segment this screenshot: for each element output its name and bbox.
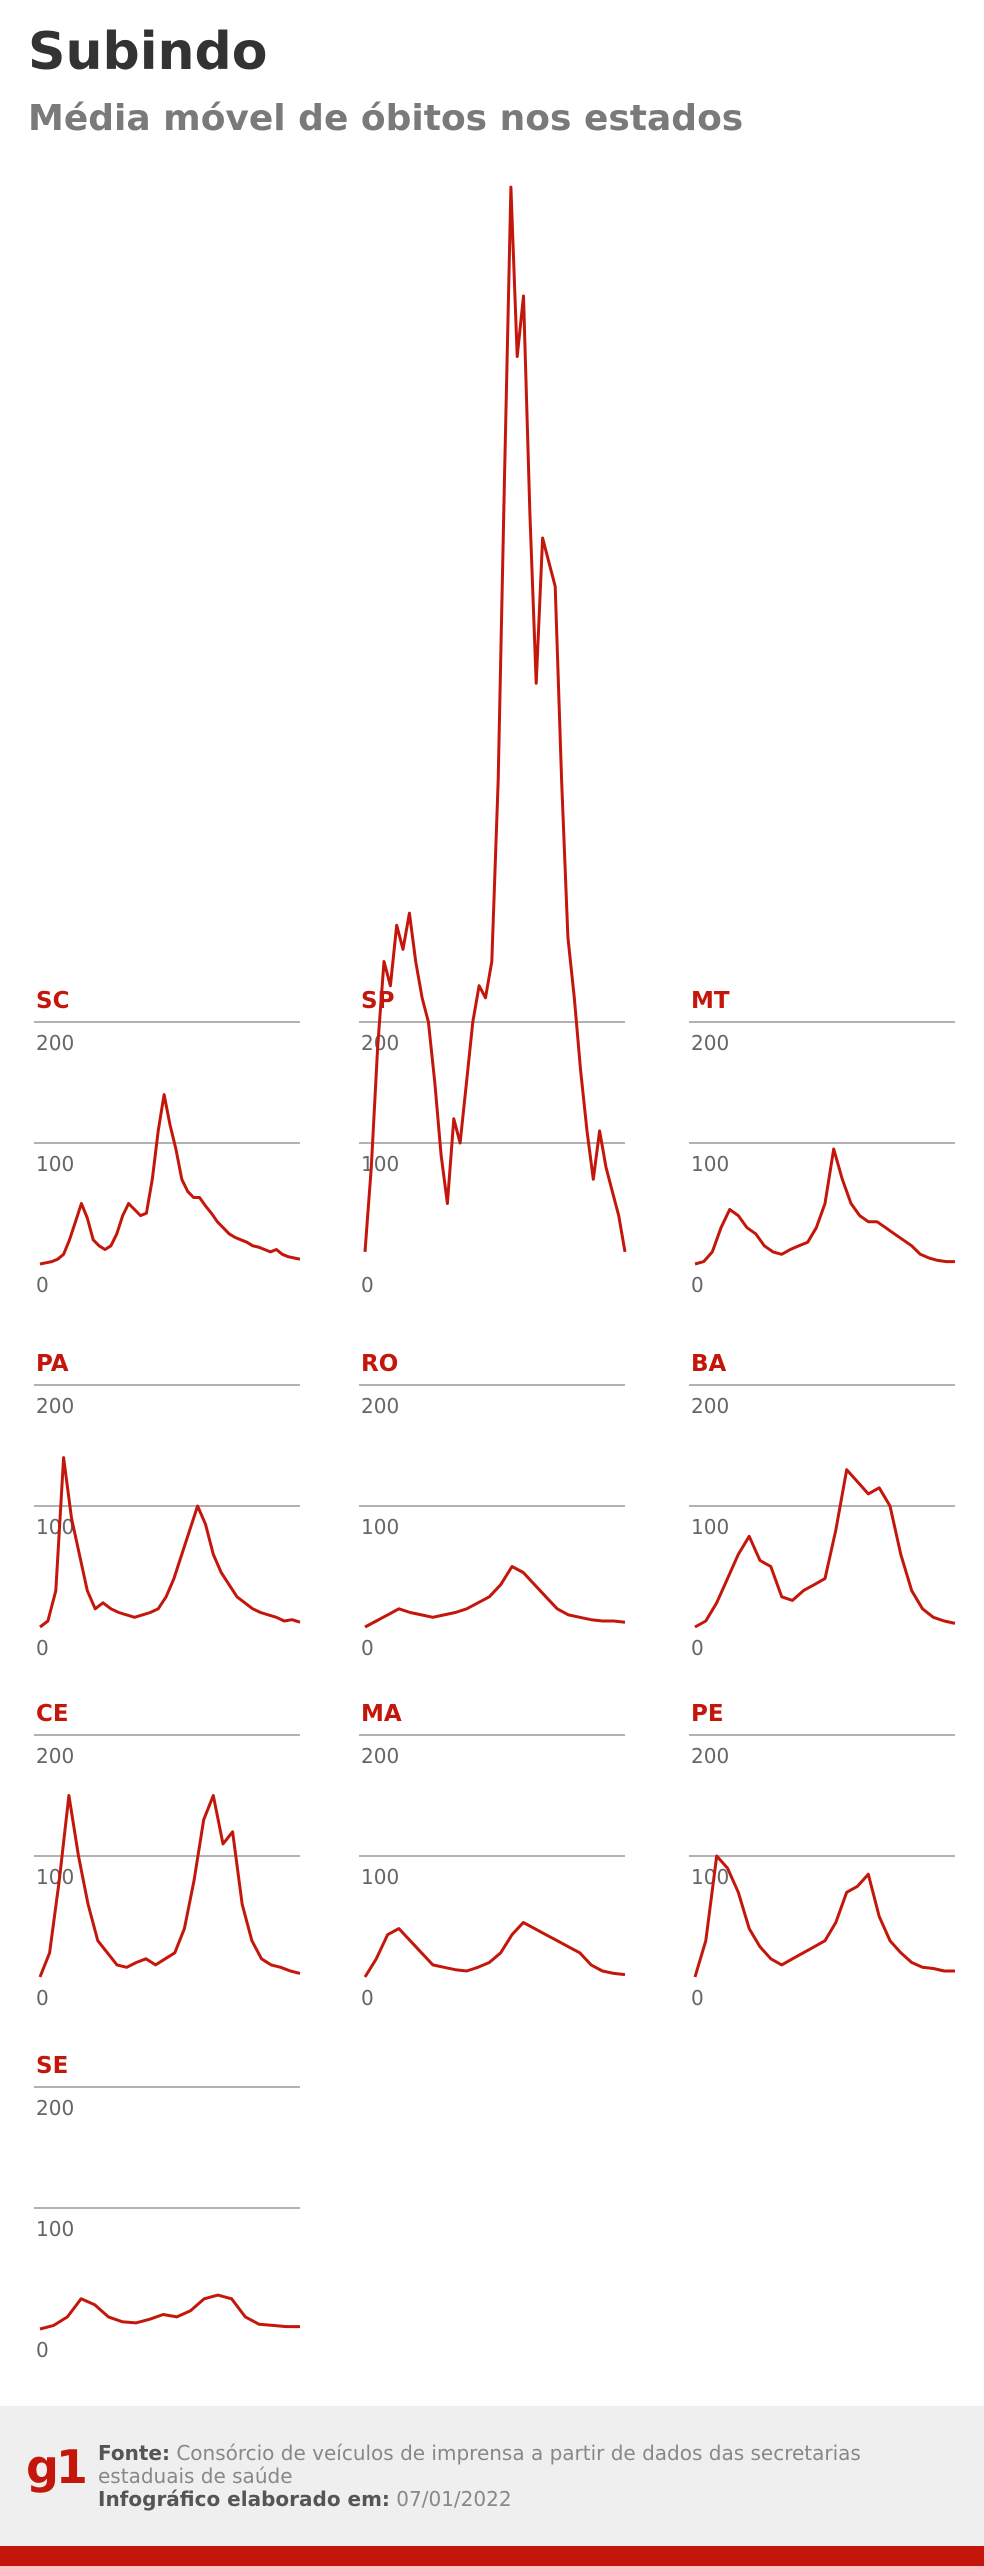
y-tick-label: 0 bbox=[36, 2338, 49, 2362]
y-tick-label: 100 bbox=[36, 1152, 74, 1176]
y-tick-label: 200 bbox=[361, 1744, 399, 1768]
y-tick-label: 200 bbox=[36, 1031, 74, 1055]
y-tick-label: 100 bbox=[36, 2217, 74, 2241]
y-tick-label: 0 bbox=[36, 1273, 49, 1297]
panel-title: SE bbox=[36, 2053, 68, 2079]
panel-title: RO bbox=[361, 1351, 398, 1377]
line bbox=[694, 1468, 956, 1629]
line bbox=[364, 1565, 626, 1629]
line bbox=[694, 1147, 955, 1266]
panel-title: CE bbox=[36, 1701, 69, 1727]
y-tick-label: 0 bbox=[691, 1986, 704, 2010]
y-tick-label: 200 bbox=[691, 1031, 729, 1055]
y-tick-label: 200 bbox=[361, 1394, 399, 1418]
charts: SC 0 100 200 SP 0 100 200 MT 0 100 200 PA 0 100 200 RO 0 1… bbox=[34, 185, 956, 2362]
y-tick-label: 0 bbox=[361, 1986, 374, 2010]
line bbox=[693, 1854, 955, 1978]
y-tick-label: 0 bbox=[36, 1636, 49, 1660]
line bbox=[38, 1794, 301, 1978]
line bbox=[39, 2293, 300, 2331]
subtitle: Média móvel de óbitos nos estados bbox=[28, 98, 744, 139]
source: Consórcio de veículos de imprensa a part… bbox=[98, 2441, 861, 2488]
y-tick-label: 200 bbox=[36, 2096, 74, 2120]
y-tick-label: 100 bbox=[361, 1865, 399, 1889]
line bbox=[363, 1921, 626, 1978]
footer-bar bbox=[0, 2546, 984, 2566]
y-tick-label: 200 bbox=[691, 1744, 729, 1768]
y-tick-label: 200 bbox=[691, 1394, 729, 1418]
y-tick-label: 100 bbox=[691, 1515, 729, 1539]
y-tick-label: 100 bbox=[691, 1865, 729, 1889]
y-tick-label: 0 bbox=[691, 1273, 704, 1297]
source-label: Fonte: bbox=[98, 2441, 170, 2465]
date: 07/01/2022 bbox=[396, 2487, 512, 2511]
panel-title: MA bbox=[361, 1701, 402, 1727]
panel-title: SP bbox=[361, 988, 394, 1014]
y-tick-label: 200 bbox=[36, 1394, 74, 1418]
y-tick-label: 100 bbox=[36, 1515, 74, 1539]
y-tick-label: 100 bbox=[361, 1152, 399, 1176]
panel-title: BA bbox=[691, 1351, 727, 1377]
line bbox=[39, 1456, 301, 1629]
panel-title: MT bbox=[691, 988, 730, 1014]
title: Subindo bbox=[28, 22, 268, 82]
y-tick-label: 100 bbox=[361, 1515, 399, 1539]
y-tick-label: 0 bbox=[36, 1986, 49, 2010]
y-tick-label: 0 bbox=[691, 1636, 704, 1660]
footer-text: Fonte: Consórcio de veículos de imprensa… bbox=[98, 2442, 928, 2511]
panel-title: SC bbox=[36, 988, 69, 1014]
y-tick-label: 200 bbox=[361, 1031, 399, 1055]
panel-title: PA bbox=[36, 1351, 69, 1377]
y-tick-label: 200 bbox=[36, 1744, 74, 1768]
panel-title: PE bbox=[691, 1701, 724, 1727]
logo: g1 bbox=[26, 2440, 88, 2494]
source-line: Fonte: Consórcio de veículos de imprensa… bbox=[98, 2442, 928, 2488]
line bbox=[363, 185, 627, 1253]
y-tick-label: 100 bbox=[691, 1152, 729, 1176]
date-line: Infográfico elaborado em: 07/01/2022 bbox=[98, 2488, 928, 2511]
y-tick-label: 100 bbox=[36, 1865, 74, 1889]
y-tick-label: 0 bbox=[361, 1273, 374, 1297]
footer: g1 Fonte: Consórcio de veículos de impre… bbox=[0, 2406, 984, 2546]
date-label: Infográfico elaborado em: bbox=[98, 2487, 390, 2511]
line bbox=[39, 1093, 301, 1266]
y-tick-label: 0 bbox=[361, 1636, 374, 1660]
